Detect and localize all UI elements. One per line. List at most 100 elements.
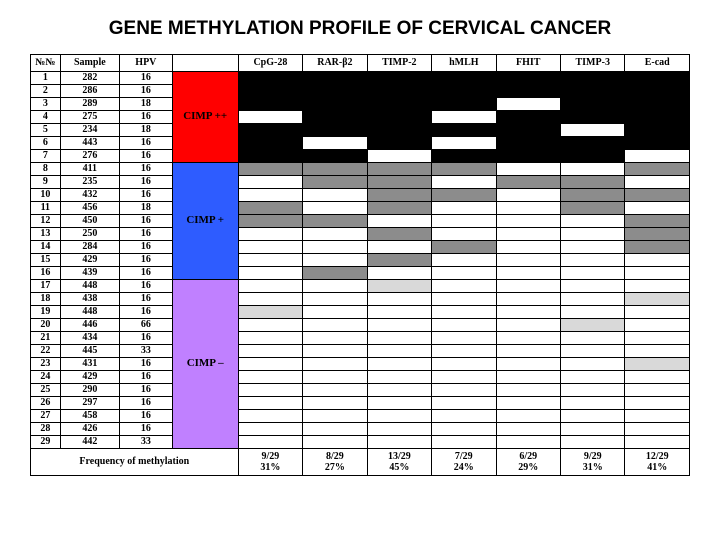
heat-cell	[367, 72, 431, 85]
heat-cell	[303, 345, 367, 358]
heat-cell	[496, 345, 560, 358]
col-gene-5: TIMP-3	[561, 55, 625, 72]
heat-cell	[367, 319, 431, 332]
heat-cell	[432, 241, 496, 254]
cell-sample: 443	[60, 137, 119, 150]
cell-hpv: 16	[119, 423, 172, 436]
cell-hpv: 16	[119, 254, 172, 267]
cell-hpv: 16	[119, 267, 172, 280]
heat-cell	[561, 176, 625, 189]
heat-cell	[625, 267, 690, 280]
heat-cell	[303, 72, 367, 85]
table-row: 1944816	[31, 306, 690, 319]
heat-cell	[625, 358, 690, 371]
heat-cell	[432, 423, 496, 436]
heat-cell	[561, 306, 625, 319]
cell-hpv: 16	[119, 371, 172, 384]
heat-cell	[303, 410, 367, 423]
heat-cell	[432, 111, 496, 124]
heat-cell	[561, 215, 625, 228]
cell-sample: 434	[60, 332, 119, 345]
heat-cell	[238, 423, 302, 436]
cell-sample: 429	[60, 371, 119, 384]
cell-idx: 27	[31, 410, 61, 423]
cell-hpv: 16	[119, 85, 172, 98]
heat-cell	[432, 358, 496, 371]
cell-sample: 250	[60, 228, 119, 241]
heat-cell	[303, 111, 367, 124]
heat-cell	[303, 189, 367, 202]
cell-idx: 3	[31, 98, 61, 111]
heat-cell	[561, 267, 625, 280]
heat-cell	[496, 202, 560, 215]
table-row: 228616	[31, 85, 690, 98]
heat-cell	[367, 202, 431, 215]
heat-cell	[303, 423, 367, 436]
heat-cell	[303, 85, 367, 98]
cell-hpv: 66	[119, 319, 172, 332]
heat-cell	[432, 267, 496, 280]
heat-cell	[496, 215, 560, 228]
cell-hpv: 16	[119, 189, 172, 202]
heat-cell	[496, 436, 560, 449]
table-row: 1325016	[31, 228, 690, 241]
cell-hpv: 16	[119, 215, 172, 228]
heat-cell	[367, 397, 431, 410]
heat-cell	[561, 332, 625, 345]
heat-cell	[303, 384, 367, 397]
heat-cell	[496, 397, 560, 410]
heat-cell	[238, 397, 302, 410]
cell-sample: 284	[60, 241, 119, 254]
heat-cell	[303, 254, 367, 267]
table-row: 1843816	[31, 293, 690, 306]
cell-sample: 429	[60, 254, 119, 267]
heat-cell	[367, 137, 431, 150]
heat-cell	[496, 280, 560, 293]
heat-cell	[432, 176, 496, 189]
col-gene-1: RAR-β2	[303, 55, 367, 72]
heat-cell	[625, 293, 690, 306]
heat-cell	[561, 124, 625, 137]
cell-sample: 438	[60, 293, 119, 306]
heat-cell	[561, 345, 625, 358]
table-header: №№SampleHPVCpG-28RAR-β2TIMP-2hMLHFHITTIM…	[31, 55, 690, 72]
cell-sample: 411	[60, 163, 119, 176]
heat-cell	[625, 202, 690, 215]
heat-cell	[238, 384, 302, 397]
footer-label: Frequency of methylation	[31, 449, 239, 476]
col-sample: Sample	[60, 55, 119, 72]
heat-cell	[303, 228, 367, 241]
heat-cell	[496, 150, 560, 163]
heat-cell	[496, 254, 560, 267]
table-row: 1043216	[31, 189, 690, 202]
heat-cell	[561, 371, 625, 384]
heat-cell	[238, 137, 302, 150]
cell-sample: 234	[60, 124, 119, 137]
heat-cell	[238, 228, 302, 241]
cell-sample: 458	[60, 410, 119, 423]
heat-cell	[561, 358, 625, 371]
cell-sample: 432	[60, 189, 119, 202]
page-title: GENE METHYLATION PROFILE OF CERVICAL CAN…	[30, 18, 690, 40]
heat-cell	[561, 254, 625, 267]
heat-cell	[303, 371, 367, 384]
table-row: 1245016	[31, 215, 690, 228]
heat-cell	[367, 150, 431, 163]
heat-cell	[367, 371, 431, 384]
table-row: 1145618	[31, 202, 690, 215]
cell-sample: 446	[60, 319, 119, 332]
heat-cell	[625, 384, 690, 397]
table-row: 427516	[31, 111, 690, 124]
heat-cell	[432, 228, 496, 241]
heat-cell	[238, 215, 302, 228]
cell-hpv: 16	[119, 111, 172, 124]
cell-hpv: 33	[119, 345, 172, 358]
heat-cell	[303, 332, 367, 345]
col-gene-3: hMLH	[432, 55, 496, 72]
cell-idx: 2	[31, 85, 61, 98]
heat-cell	[561, 397, 625, 410]
heat-cell	[625, 137, 690, 150]
heat-cell	[432, 202, 496, 215]
cell-hpv: 16	[119, 397, 172, 410]
group-label: CIMP ++	[183, 110, 227, 122]
